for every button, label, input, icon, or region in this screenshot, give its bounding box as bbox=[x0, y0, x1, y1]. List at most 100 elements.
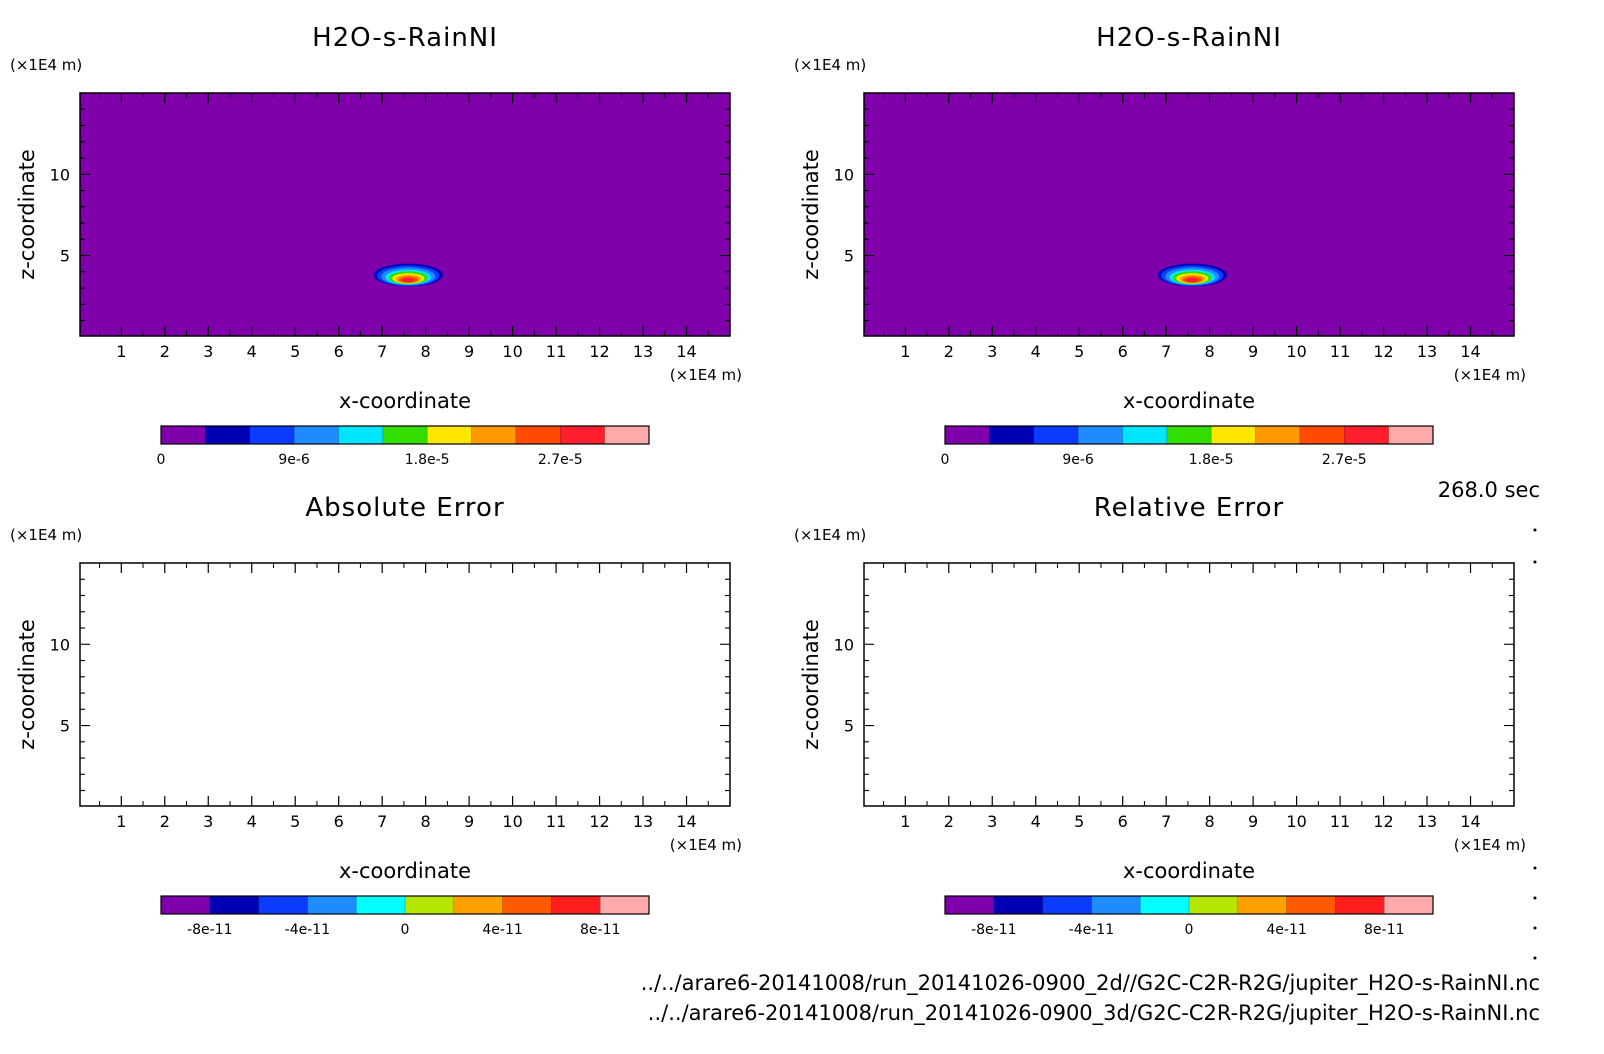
x-axis-label: x-coordinate bbox=[339, 859, 471, 883]
x-axis-label: x-coordinate bbox=[1123, 859, 1255, 883]
x-tick-label: 8 bbox=[1205, 342, 1215, 361]
x-axis-label: x-coordinate bbox=[339, 389, 471, 413]
x-tick-label: 5 bbox=[290, 342, 300, 361]
x-tick-label: 2 bbox=[944, 812, 954, 831]
x-tick-label: 6 bbox=[334, 342, 344, 361]
x-tick-label: 10 bbox=[1286, 812, 1306, 831]
y-tick-label: 5 bbox=[60, 717, 70, 736]
y-tick-label: 10 bbox=[834, 635, 854, 654]
panels-group: H2O-s-RainNI(×1E4 m)1 2 3 4 5 6 7 8 9 10 11 12 13 145… bbox=[10, 23, 1526, 938]
x-tick-label: 7 bbox=[1161, 342, 1171, 361]
colorbar-swatch-7 bbox=[427, 426, 473, 444]
colorbar-swatch-5 bbox=[356, 896, 406, 914]
colorbar-swatch-10 bbox=[560, 426, 606, 444]
colorbar-swatch-10 bbox=[1344, 426, 1390, 444]
colorbar-tick-label: 9e-6 bbox=[1062, 452, 1094, 468]
y-axis-label: z-coordinate bbox=[799, 619, 823, 750]
plot-background bbox=[864, 93, 1514, 336]
y-tick-label: 10 bbox=[834, 165, 854, 184]
colorbar-swatch-11 bbox=[1388, 426, 1434, 444]
x-tick-label: 5 bbox=[290, 812, 300, 831]
x-axis-label: x-coordinate bbox=[1123, 389, 1255, 413]
x-tick-label: 11 bbox=[1330, 342, 1350, 361]
colorbar-tick-label: -4e-11 bbox=[285, 922, 330, 938]
colorbar-tick-label: -4e-11 bbox=[1069, 922, 1114, 938]
x-tick-label: 3 bbox=[203, 812, 213, 831]
colorbar-swatch-2 bbox=[205, 426, 251, 444]
colorbar-swatch-2 bbox=[993, 896, 1044, 914]
plot-frame bbox=[863, 562, 1515, 807]
plot-background bbox=[80, 563, 730, 806]
y-tick-label: 10 bbox=[50, 165, 70, 184]
x-tick-label: 5 bbox=[1074, 342, 1084, 361]
y-axis-label: z-coordinate bbox=[799, 149, 823, 280]
colorbar-swatch-4 bbox=[294, 426, 339, 444]
x-tick-label: 13 bbox=[1417, 812, 1437, 831]
chart-title: Relative Error bbox=[1094, 493, 1285, 523]
x-tick-label: 4 bbox=[247, 812, 257, 831]
x-tick-label: 5 bbox=[1074, 812, 1084, 831]
colorbar-swatch-1 bbox=[945, 896, 995, 914]
colorbar-swatch-8 bbox=[502, 896, 552, 914]
colorbar-swatch-8 bbox=[1255, 426, 1301, 444]
y-unit-label: (×1E4 m) bbox=[794, 56, 866, 74]
plot-frame bbox=[79, 562, 731, 807]
colorbar-tick-label: 1.8e-5 bbox=[405, 452, 450, 468]
colorbar-swatch-4 bbox=[307, 896, 357, 914]
x-tick-label: 2 bbox=[160, 812, 170, 831]
x-unit-label: (×1E4 m) bbox=[1454, 366, 1526, 384]
x-unit-label: (×1E4 m) bbox=[670, 836, 742, 854]
colorbar-tick-label: 4e-11 bbox=[1266, 922, 1306, 938]
x-tick-label: 13 bbox=[633, 812, 653, 831]
x-tick-label: 12 bbox=[1373, 342, 1393, 361]
y-tick-label: 5 bbox=[844, 247, 854, 266]
x-tick-label: 6 bbox=[334, 812, 344, 831]
x-tick-label: 8 bbox=[1205, 812, 1215, 831]
chart-panel-3: Absolute Error(×1E4 m)1 2 3 4 5 6 7 8 9 10 11 12 13 1… bbox=[10, 493, 742, 938]
plot-background bbox=[864, 563, 1514, 806]
x-tick-label: 14 bbox=[676, 342, 696, 361]
x-tick-label: 6 bbox=[1118, 342, 1128, 361]
chart-panel-2: H2O-s-RainNI(×1E4 m)1 2 3 4 5 6 7 8 9 10 11 12 13 145… bbox=[794, 23, 1526, 468]
x-tick-label: 8 bbox=[421, 812, 431, 831]
y-unit-label: (×1E4 m) bbox=[10, 526, 82, 544]
x-tick-label: 3 bbox=[203, 342, 213, 361]
x-tick-label: 1 bbox=[900, 812, 910, 831]
x-tick-label: 8 bbox=[421, 342, 431, 361]
x-tick-label: 11 bbox=[1330, 812, 1350, 831]
colorbar-swatch-9 bbox=[1335, 896, 1385, 914]
y-tick-label: 10 bbox=[50, 635, 70, 654]
x-tick-label: 2 bbox=[160, 342, 170, 361]
field-contour-9 bbox=[1186, 278, 1199, 283]
chart-title: Absolute Error bbox=[305, 493, 504, 523]
chart-title: H2O-s-RainNI bbox=[312, 23, 498, 53]
colorbar-swatch-3 bbox=[1033, 426, 1079, 444]
colorbar-frame bbox=[944, 425, 1434, 445]
x-tick-label: 9 bbox=[1248, 342, 1258, 361]
colorbar-swatch-4 bbox=[1078, 426, 1123, 444]
x-tick-label: 14 bbox=[1460, 342, 1480, 361]
colorbar-tick-label: 8e-11 bbox=[580, 922, 620, 938]
x-tick-label: 1 bbox=[116, 342, 126, 361]
x-tick-label: 7 bbox=[377, 342, 387, 361]
colorbar-tick-label: 0 bbox=[401, 922, 410, 938]
colorbar-tick-label: -8e-11 bbox=[187, 922, 232, 938]
x-tick-label: 10 bbox=[502, 342, 522, 361]
x-tick-label: 10 bbox=[502, 812, 522, 831]
margin-dots bbox=[1533, 528, 1537, 960]
y-axis-label: z-coordinate bbox=[15, 619, 39, 750]
colorbar-swatch-6 bbox=[1166, 426, 1212, 444]
chart-panel-4: Relative Error(×1E4 m)1 2 3 4 5 6 7 8 9 10 11 12 13 1… bbox=[794, 493, 1526, 938]
x-tick-label: 6 bbox=[1118, 812, 1128, 831]
colorbar-swatch-6 bbox=[382, 426, 428, 444]
colorbar-swatch-4 bbox=[1091, 896, 1141, 914]
x-tick-label: 14 bbox=[1460, 812, 1480, 831]
colorbar-swatch-3 bbox=[1042, 896, 1092, 914]
chart-panel-1: H2O-s-RainNI(×1E4 m)1 2 3 4 5 6 7 8 9 10 11 12 13 145… bbox=[10, 23, 742, 468]
x-tick-label: 7 bbox=[377, 812, 387, 831]
plot-frame bbox=[79, 92, 731, 337]
y-axis-label: z-coordinate bbox=[15, 149, 39, 280]
x-tick-label: 12 bbox=[589, 812, 609, 831]
colorbar-swatch-9 bbox=[1299, 426, 1345, 444]
time-label: 268.0 sec bbox=[1438, 478, 1540, 502]
